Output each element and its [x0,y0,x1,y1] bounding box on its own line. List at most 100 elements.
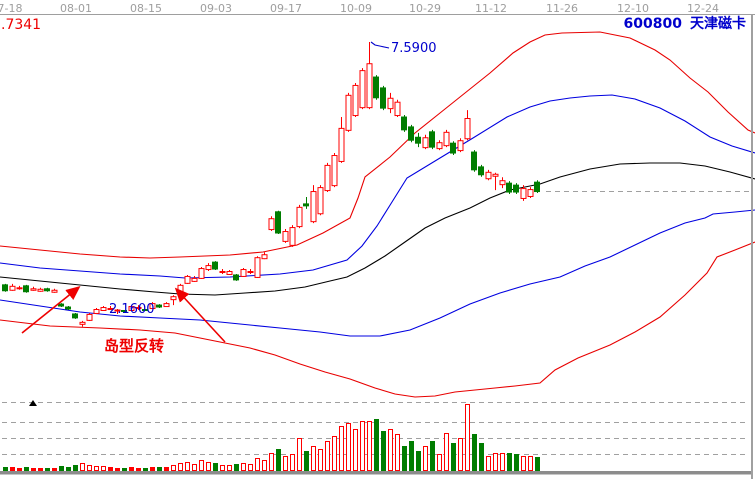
candle-up [16,287,23,290]
candle-down [44,288,50,292]
candle-up [254,257,261,278]
volume-bar [430,441,435,471]
date-tick-label: 08-01 [60,2,92,15]
candle-up [37,288,44,292]
volume-bar [192,464,197,471]
volume-bar [136,468,141,471]
candle-up [485,171,492,180]
volume-bar [416,451,421,471]
volume-bar [227,465,232,471]
volume-bar [283,456,288,471]
candle-down [121,309,127,312]
volume-bar [444,433,449,471]
candle-up [282,231,289,242]
candle-down [450,142,456,154]
volume-bar [10,467,15,471]
candle-up [324,164,331,192]
volume-bar [171,465,176,471]
volume-bar [52,468,57,471]
candle-up [443,131,450,147]
date-tick-label: 10-09 [340,2,372,15]
volume-bar [213,463,218,471]
candle-down [23,285,29,293]
volume-bar [325,441,330,471]
candle-up [261,254,268,260]
volume-bar [80,463,85,471]
volume-bar [248,464,253,471]
volume-bar [360,421,365,471]
candle-up [289,227,296,246]
candle-up [191,277,198,282]
peak-price-label: 7.5900 [391,41,437,56]
date-tick-label: 12-10 [617,2,649,15]
candle-down [212,261,218,270]
volume-bar [178,463,183,471]
volume-bar [521,456,526,471]
volume-bar [388,429,393,471]
volume-bar [297,438,302,471]
volume-bar [500,453,505,471]
candle-down [65,306,71,310]
volume-bar [437,454,442,471]
stock-code: 600800 [623,16,682,32]
candle-down [233,274,239,281]
marker-triangle-icon [29,400,37,406]
island-reversal-annotation: 岛型反转 [104,337,165,355]
candle-down [303,203,309,207]
candle-up [422,137,429,149]
candle-down [408,126,414,141]
volume-bar [423,446,428,471]
candle-up [338,127,345,162]
candle-up [163,303,170,308]
date-tick-label: 09-03 [200,2,232,15]
right-border [751,0,753,479]
volume-bar [409,441,414,471]
volume-bar [374,419,379,471]
candle-up [114,309,121,312]
candle-up [149,303,156,310]
candle-up [499,180,506,186]
volume-bar [73,465,78,471]
candle-down [401,116,407,131]
volume-bar [472,434,477,471]
volume-bar [3,467,8,471]
candle-down [506,182,512,193]
volume-bar [528,456,533,471]
candle-down [429,131,435,148]
volume-bar [332,436,337,471]
date-tick-label: 12-24 [687,2,719,15]
island-low-label: 2.1600 [109,302,155,317]
volume-bar [395,434,400,471]
peak-marker-line [370,41,390,49]
volume-bar [108,467,113,471]
volume-bar [479,443,484,471]
volume-bar [122,468,127,471]
volume-bar [17,468,22,471]
volume-bar [318,449,323,471]
volume-bar [101,466,106,471]
candle-down [534,181,540,193]
volume-bar [115,468,120,471]
candle-up [205,265,212,271]
candle-up [51,289,58,293]
candle-up [226,271,233,275]
volume-bar [262,460,267,471]
candle-down [2,284,8,292]
candle-down [275,211,281,234]
candle-up [86,313,93,321]
date-tick-label: 7-18 [0,2,23,15]
candle-down [142,309,148,312]
candle-down [415,136,421,144]
volume-bar [45,468,50,471]
volume-bar [339,426,344,471]
candle-up [93,309,100,314]
volume-bar [66,467,71,471]
candle-up [240,269,247,277]
date-tick-label: 10-29 [409,2,441,15]
candle-down [478,166,484,176]
candle-up [464,118,471,140]
candle-up [317,187,324,215]
candle-down [471,151,477,171]
volume-bar [311,446,316,471]
